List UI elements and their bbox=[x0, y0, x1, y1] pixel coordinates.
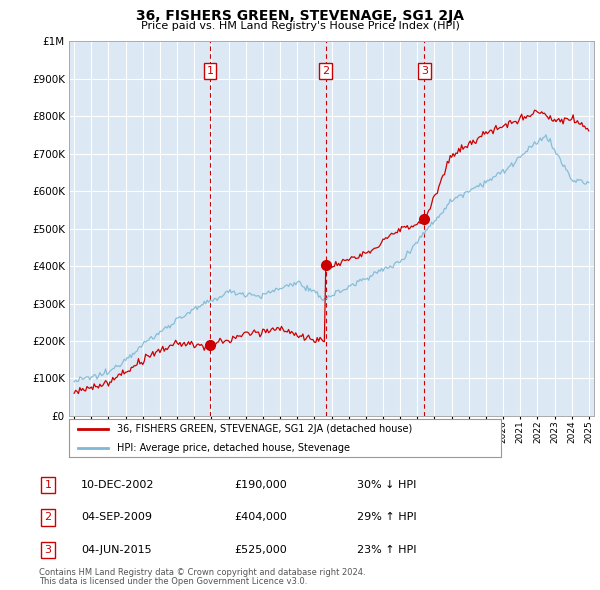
Text: £525,000: £525,000 bbox=[234, 545, 287, 555]
Text: 36, FISHERS GREEN, STEVENAGE, SG1 2JA (detached house): 36, FISHERS GREEN, STEVENAGE, SG1 2JA (d… bbox=[116, 424, 412, 434]
Text: 2: 2 bbox=[322, 66, 329, 76]
Text: 04-SEP-2009: 04-SEP-2009 bbox=[81, 513, 152, 522]
Text: 36, FISHERS GREEN, STEVENAGE, SG1 2JA: 36, FISHERS GREEN, STEVENAGE, SG1 2JA bbox=[136, 9, 464, 23]
Text: 30% ↓ HPI: 30% ↓ HPI bbox=[357, 480, 416, 490]
Text: 04-JUN-2015: 04-JUN-2015 bbox=[81, 545, 152, 555]
Text: £404,000: £404,000 bbox=[234, 513, 287, 522]
Text: This data is licensed under the Open Government Licence v3.0.: This data is licensed under the Open Gov… bbox=[39, 578, 307, 586]
Text: 1: 1 bbox=[206, 66, 214, 76]
Text: 2: 2 bbox=[44, 513, 52, 522]
Text: 3: 3 bbox=[421, 66, 428, 76]
Text: £190,000: £190,000 bbox=[234, 480, 287, 490]
Text: 23% ↑ HPI: 23% ↑ HPI bbox=[357, 545, 416, 555]
Text: Price paid vs. HM Land Registry's House Price Index (HPI): Price paid vs. HM Land Registry's House … bbox=[140, 21, 460, 31]
Text: Contains HM Land Registry data © Crown copyright and database right 2024.: Contains HM Land Registry data © Crown c… bbox=[39, 568, 365, 577]
Text: 3: 3 bbox=[44, 545, 52, 555]
Text: 1: 1 bbox=[44, 480, 52, 490]
Text: 29% ↑ HPI: 29% ↑ HPI bbox=[357, 513, 416, 522]
Text: HPI: Average price, detached house, Stevenage: HPI: Average price, detached house, Stev… bbox=[116, 442, 350, 453]
Text: 10-DEC-2002: 10-DEC-2002 bbox=[81, 480, 155, 490]
